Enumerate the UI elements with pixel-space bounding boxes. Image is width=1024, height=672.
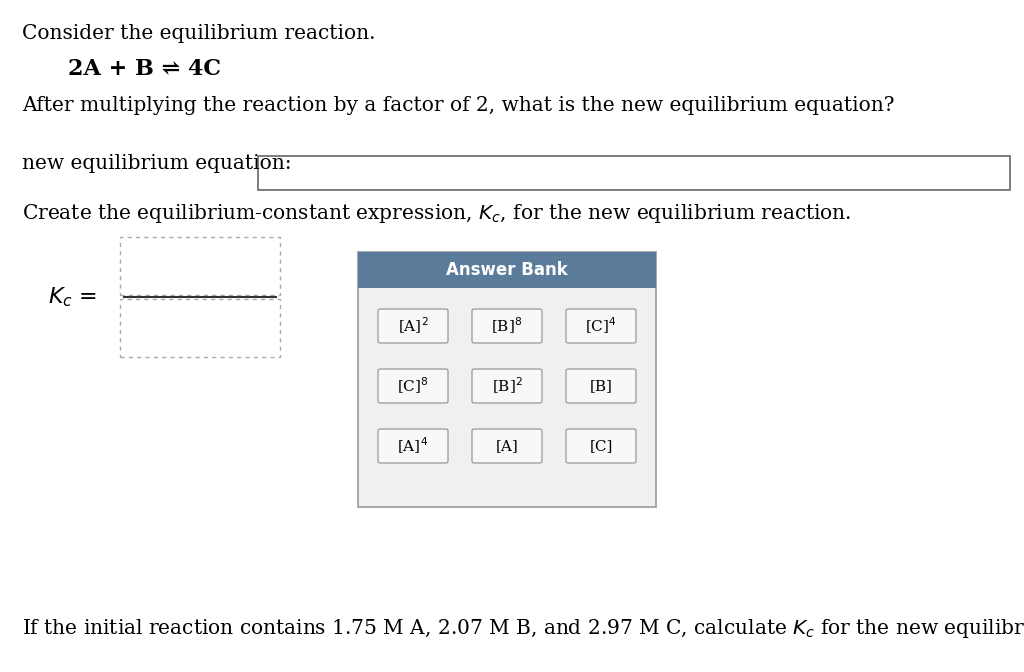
Bar bbox=[120, 299, 280, 357]
Text: [C]: [C] bbox=[590, 439, 612, 453]
Text: [B]$^2$: [B]$^2$ bbox=[492, 376, 522, 396]
Text: 2A + B ⇌ 4C: 2A + B ⇌ 4C bbox=[68, 58, 221, 80]
FancyBboxPatch shape bbox=[378, 429, 449, 463]
FancyBboxPatch shape bbox=[472, 369, 542, 403]
Bar bbox=[358, 252, 656, 507]
FancyBboxPatch shape bbox=[378, 369, 449, 403]
Text: Consider the equilibrium reaction.: Consider the equilibrium reaction. bbox=[22, 24, 376, 43]
Text: [A]: [A] bbox=[496, 439, 518, 453]
Text: [B]: [B] bbox=[590, 379, 612, 393]
Bar bbox=[120, 237, 280, 295]
Text: new equilibrium equation:: new equilibrium equation: bbox=[22, 154, 292, 173]
Text: After multiplying the reaction by a factor of 2, what is the new equilibrium equ: After multiplying the reaction by a fact… bbox=[22, 96, 895, 115]
Text: [A]$^4$: [A]$^4$ bbox=[397, 435, 429, 456]
FancyBboxPatch shape bbox=[378, 309, 449, 343]
Text: Create the equilibrium-constant expression, $K_c$, for the new equilibrium react: Create the equilibrium-constant expressi… bbox=[22, 202, 851, 225]
FancyBboxPatch shape bbox=[566, 429, 636, 463]
Bar bbox=[258, 156, 1010, 190]
FancyBboxPatch shape bbox=[566, 369, 636, 403]
Text: Answer Bank: Answer Bank bbox=[446, 261, 568, 279]
FancyBboxPatch shape bbox=[566, 309, 636, 343]
Text: [C]$^8$: [C]$^8$ bbox=[397, 376, 429, 396]
FancyBboxPatch shape bbox=[472, 309, 542, 343]
Text: If the initial reaction contains 1.75 M A, 2.07 M B, and 2.97 M C, calculate $K_: If the initial reaction contains 1.75 M … bbox=[22, 617, 1024, 640]
Bar bbox=[358, 252, 656, 288]
Text: $K_c$ =: $K_c$ = bbox=[48, 285, 97, 309]
Text: [B]$^8$: [B]$^8$ bbox=[492, 316, 522, 336]
Text: [A]$^2$: [A]$^2$ bbox=[397, 316, 428, 336]
FancyBboxPatch shape bbox=[472, 429, 542, 463]
Text: [C]$^4$: [C]$^4$ bbox=[585, 316, 616, 336]
